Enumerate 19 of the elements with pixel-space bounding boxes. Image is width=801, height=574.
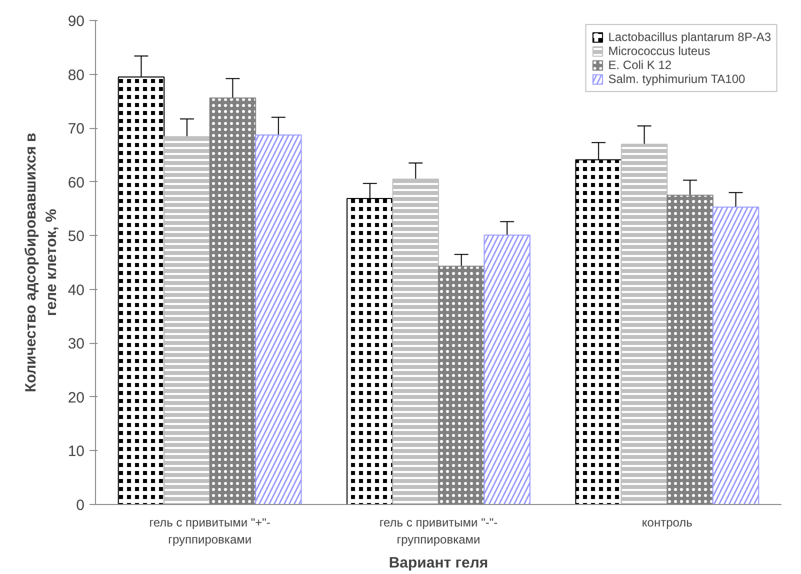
legend-label: Salm. typhimurium TA100 [608,72,746,86]
y-tick-label: 60 [68,174,85,192]
x-tick-label: гель с привитыми "-"-группировками [379,516,498,546]
y-tick-label: 80 [68,66,85,84]
y-tick-label: 40 [68,282,85,299]
y-tick-label: 20 [68,389,85,406]
y-tick-label: 0 [76,497,84,514]
x-tick-label: контроль [642,516,692,530]
legend-label: E. Coli K 12 [608,58,672,72]
x-axis-title: Вариант геля [388,554,488,572]
legend-label: Lactobacillus plantarum 8P-A3 [608,30,771,44]
y-tick-label: 90 [68,13,85,30]
y-tick-label: 10 [68,443,85,460]
legend-label: Micrococcus luteus [608,44,710,58]
x-tick-label: гель с привитыми "+"-группировками [149,516,270,546]
y-tick-label: 70 [68,120,85,138]
y-tick-label: 50 [68,228,85,246]
y-tick-label: 30 [68,336,85,353]
y-axis-title: Количество адсорбировавшихся в геле клеток, % [22,132,60,392]
